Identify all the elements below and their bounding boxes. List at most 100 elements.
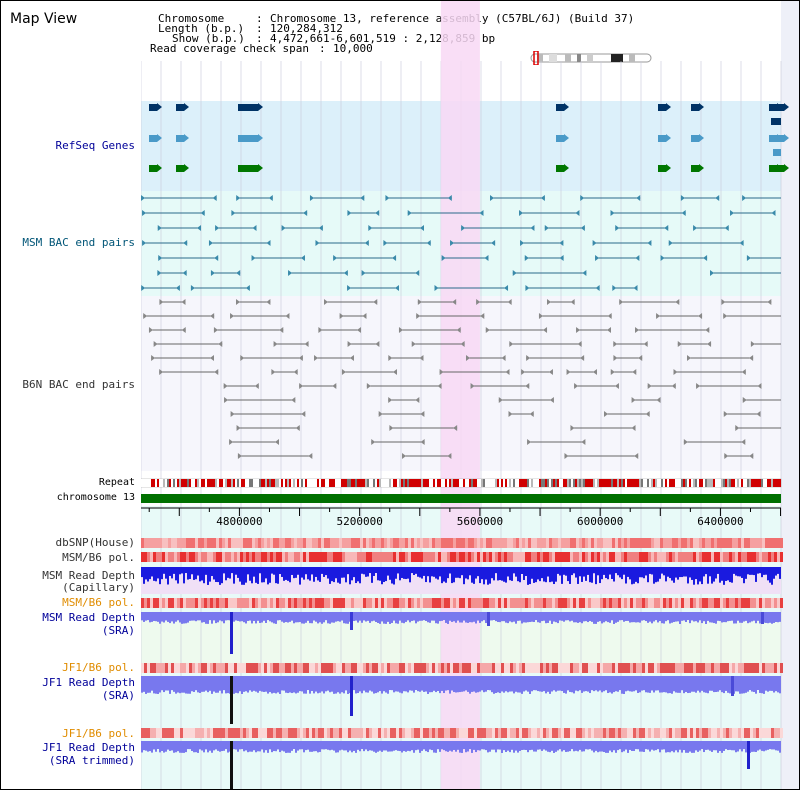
track-label-jf1-b6-pol-2[interactable]: JF1/B6 pol. [62,727,135,740]
msm-b6-pol-strip [483,598,486,608]
jf1-sra-depth-bar [685,676,687,692]
jf1-sra-depth-bar [227,676,229,694]
jf1-b6-pol-strip [366,728,369,738]
repeat-block [241,479,243,487]
dbsnp-strip [294,538,297,548]
track-label-jf1-b6-pol-1[interactable]: JF1/B6 pol. [62,661,135,674]
jf1-b6-pol-strip [435,663,438,673]
jf1-b6-pol-strip [441,728,444,738]
jf1-sra-depth-bar [423,676,425,692]
msm-capillary-depth-bar [369,567,371,574]
jf1-trimmed-depth-bar [273,741,275,752]
msm-b6-pol-strip [549,552,552,562]
jf1-b6-pol-strip [234,663,237,673]
track-label-jf1-depth-sra[interactable]: JF1 Read Depth [42,676,135,689]
track-label-b6n-bac[interactable]: B6N BAC end pairs [22,378,135,391]
msm-b6-pol-strip [570,552,573,562]
msm-b6-pol-strip [717,598,720,608]
msm-b6-pol-strip [588,598,591,608]
msm-b6-pol-strip [318,552,321,562]
dbsnp-strip [609,538,612,548]
msm-sra-depth-bar [703,612,705,622]
track-label-jf1-depth-trimmed[interactable]: JF1 Read Depth [42,741,135,754]
dbsnp-strip [408,538,411,548]
jf1-b6-pol-strip [357,663,360,673]
dbsnp-strip [651,538,654,548]
track-label-msm-depth-sra[interactable]: MSM Read Depth [42,611,135,624]
jf1-sra-depth-bar [571,676,573,693]
msm-sra-depth-bar [385,612,387,624]
dbsnp-strip [489,538,492,548]
repeat-block [553,479,555,487]
msm-capillary-depth-bar [509,567,511,581]
track-label-refseq[interactable]: RefSeq Genes [55,139,135,152]
jf1-b6-pol-strip [558,728,561,738]
msm-b6-pol-strip [528,552,531,562]
jf1-sra-depth-bar [635,676,637,691]
msm-b6-pol-strip [171,598,174,608]
track-label-msm-b6-pol-1[interactable]: MSM/B6 pol. [62,551,135,564]
jf1-b6-pol-strip [240,728,243,738]
track-label-msm-b6-pol-2[interactable]: MSM/B6 pol. [62,596,135,609]
msm-capillary-depth-bar [681,567,683,578]
msm-sra-depth-bar [243,612,245,623]
jf1-sra-depth-bar [415,676,417,691]
repeat-block [413,479,415,487]
msm-sra-depth-bar [495,612,497,622]
repeat-block [725,479,727,487]
msm-capillary-depth-bar [237,567,239,578]
msm-sra-depth-bar [189,612,191,621]
dbsnp-strip [744,538,747,548]
repeat-block [639,479,641,487]
msm-sra-depth-bar [431,612,433,621]
repeat-block [271,479,273,487]
repeat-block [165,479,167,487]
msm-b6-pol-strip [675,598,678,608]
jf1-b6-pol-strip [618,663,621,673]
msm-sra-depth-bar [541,612,543,622]
jf1-sra-depth-bar [209,676,211,691]
dbsnp-strip [759,538,762,548]
jf1-b6-pol-strip [312,663,315,673]
msm-sra-depth-bar [225,612,227,621]
msm-b6-pol-strip [429,598,432,608]
repeat-block [243,479,245,487]
track-label-dbsnp[interactable]: dbSNP(House) [55,536,135,549]
jf1-b6-pol-strip [495,663,498,673]
repeat-block [675,479,677,487]
msm-sra-depth-bar [721,612,723,623]
msm-b6-pol-strip [444,552,447,562]
b6n-bac-end [698,313,703,319]
msm-sra-depth-bar [477,612,479,621]
msm-capillary-depth-bar [507,567,509,577]
msm-capillary-depth-bar [417,567,419,577]
jf1-sra-depth-bar [339,676,341,694]
msm-b6-pol-strip [615,552,618,562]
jf1-sra-depth-bar [603,676,605,692]
msm-sra-depth-bar [551,612,553,624]
msm-sra-depth-bar [273,612,275,624]
track-label-msm-bac[interactable]: MSM BAC end pairs [22,236,135,249]
jf1-b6-pol-strip [582,728,585,738]
msm-capillary-depth-bar [675,567,677,578]
msm-sra-depth-bar [355,612,357,621]
jf1-b6-pol-strip [411,663,414,673]
msm-capillary-depth-bar [759,567,761,574]
repeat-block [485,479,487,487]
msm-b6-pol-strip [627,598,630,608]
msm-sra-depth-bar [295,612,297,623]
jf1-sra-depth-bar [421,676,423,691]
chromosome-ideogram[interactable] [529,51,653,65]
msm-b6-pol-strip [381,552,384,562]
jf1-b6-pol-strip [402,728,405,738]
dbsnp-strip [189,538,192,548]
msm-bac-end [208,240,213,246]
jf1-sra-depth-bar [269,676,271,693]
msm-b6-pol-strip [651,552,654,562]
repeat-block [731,479,733,487]
msm-b6-pol-strip [735,598,738,608]
track-label-msm-depth-capillary[interactable]: MSM Read Depth [42,569,135,582]
msm-sra-depth-bar [753,612,755,621]
b6n-bac-end [356,327,361,333]
genome-browser-canvas[interactable]: 4800000 5200000 5600000 6000000 6400000 [141,1,800,790]
